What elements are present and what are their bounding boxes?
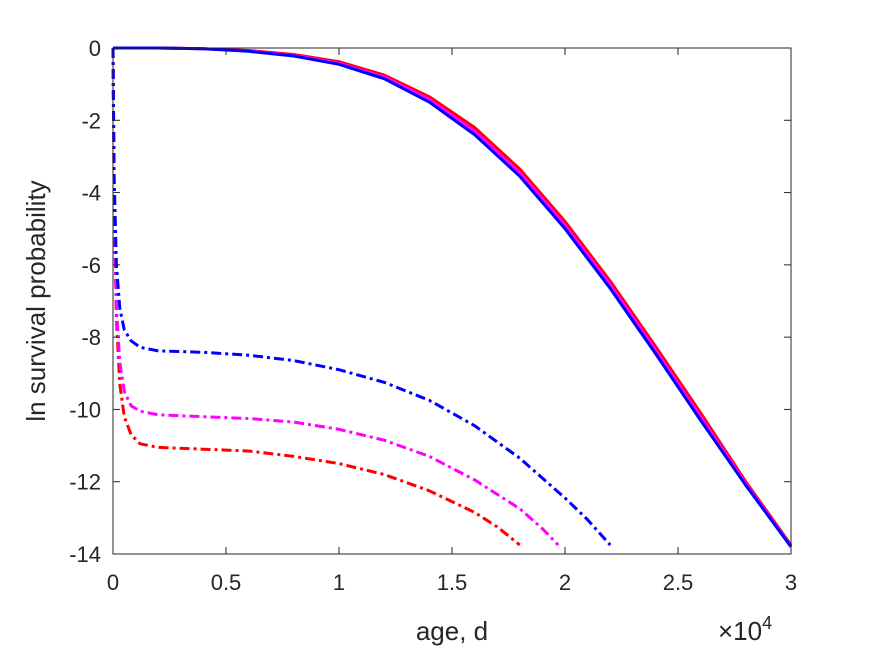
x-tick-label: 2 xyxy=(559,570,571,595)
y-tick-label: -12 xyxy=(69,470,101,495)
plot-area xyxy=(113,48,791,554)
series-line-5 xyxy=(111,47,612,546)
series-line-4 xyxy=(111,47,560,547)
x-tick-label: 2.5 xyxy=(663,570,694,595)
x-tick-label: 1.5 xyxy=(437,570,468,595)
x-exponent-base: ×10 xyxy=(718,616,762,646)
y-ticks: 0 -2 -4 -6 -8 -10 -12 -14 xyxy=(69,36,791,567)
x-tick-label: 1 xyxy=(333,570,345,595)
x-tick-label: 3 xyxy=(785,570,797,595)
y-tick-label: -4 xyxy=(81,181,101,206)
y-tick-label: -8 xyxy=(81,325,101,350)
y-tick-label: -6 xyxy=(81,253,101,278)
x-axis-label: age, d xyxy=(416,616,488,646)
x-tick-label: 0 xyxy=(107,570,119,595)
series-line-3 xyxy=(111,47,521,547)
x-ticks: 0 0.5 1 1.5 2 2.5 3 xyxy=(107,48,797,595)
y-tick-label: -14 xyxy=(69,542,101,567)
x-exponent-label: ×104 xyxy=(718,613,772,646)
y-axis-label: ln survival probability xyxy=(21,180,51,421)
y-tick-label: -10 xyxy=(69,397,101,422)
x-tick-label: 0.5 xyxy=(211,570,242,595)
x-exponent-power: 4 xyxy=(762,613,772,633)
y-tick-label: -2 xyxy=(81,108,101,133)
y-tick-label: 0 xyxy=(89,36,101,61)
